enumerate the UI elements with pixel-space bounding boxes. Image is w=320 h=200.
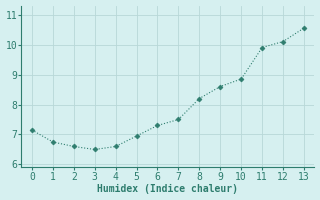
X-axis label: Humidex (Indice chaleur): Humidex (Indice chaleur): [98, 184, 238, 194]
